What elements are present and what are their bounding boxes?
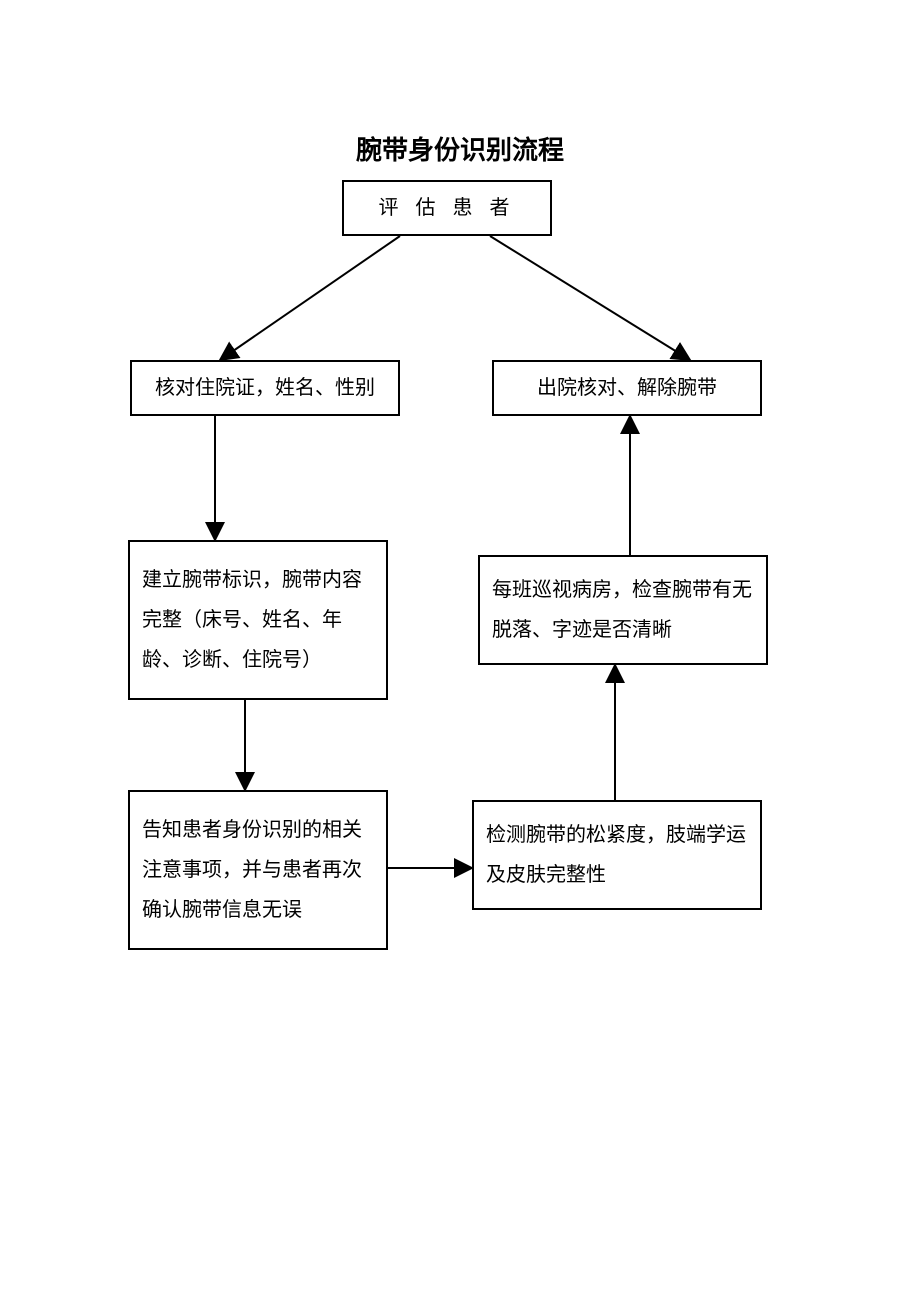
flowchart-node-n6: 检测腕带的松紧度，肢端学运及皮肤完整性: [472, 800, 762, 910]
flowchart-node-n5: 告知患者身份识别的相关注意事项，并与患者再次确认腕带信息无误: [128, 790, 388, 950]
flowchart-title: 腕带身份识别流程: [0, 130, 920, 167]
edge-n0-n1: [220, 236, 400, 360]
edge-n0-n2: [490, 236, 690, 360]
flowchart-node-n0: 评 估 患 者: [342, 180, 552, 236]
flowchart-node-n1: 核对住院证，姓名、性别: [130, 360, 400, 416]
flowchart-node-n2: 出院核对、解除腕带: [492, 360, 762, 416]
flowchart-node-n3: 建立腕带标识，腕带内容完整（床号、姓名、年龄、诊断、住院号）: [128, 540, 388, 700]
flowchart-node-n4: 每班巡视病房，检查腕带有无脱落、字迹是否清晰: [478, 555, 768, 665]
